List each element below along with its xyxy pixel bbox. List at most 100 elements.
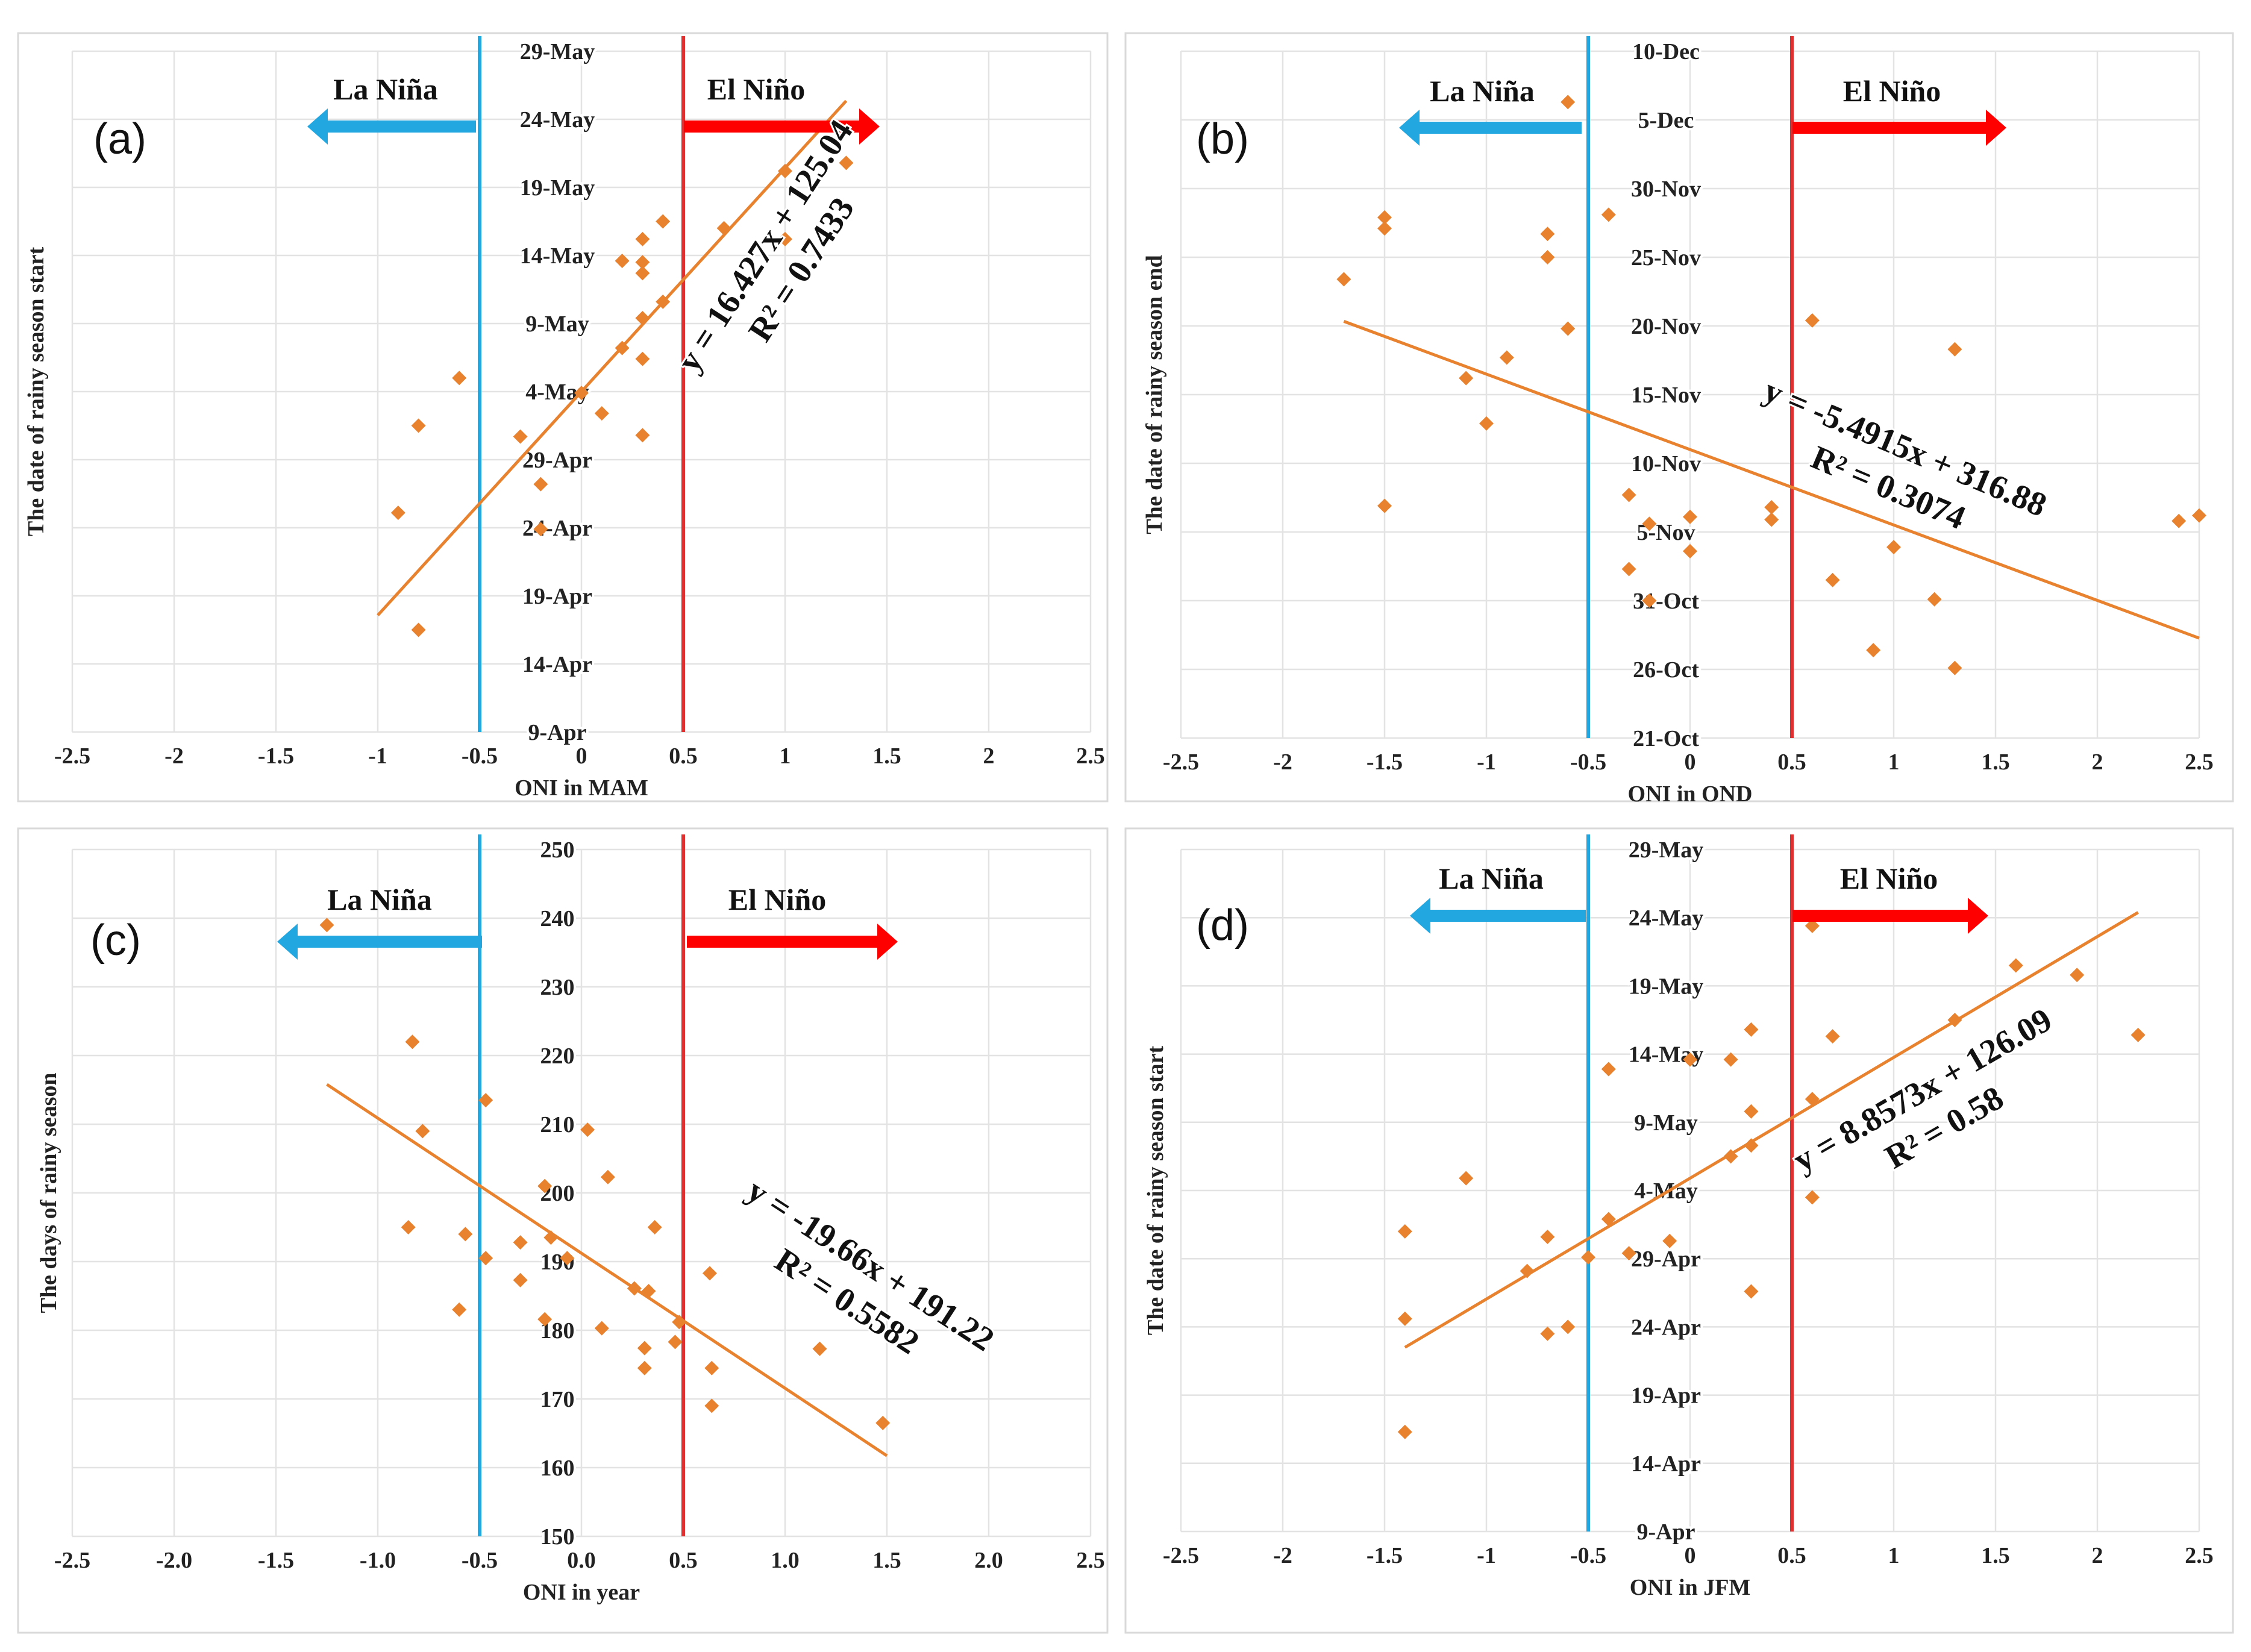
y-tick-label: 21-Oct	[1633, 726, 1699, 751]
data-point	[1723, 1149, 1738, 1164]
y-tick-label: 15-Nov	[1631, 383, 1701, 408]
x-tick-label: 1.5	[872, 1548, 901, 1573]
x-tick-label: 1	[1888, 749, 1900, 775]
data-point	[1947, 342, 1962, 357]
data-point	[1683, 509, 1697, 524]
data-point	[635, 231, 650, 246]
x-axis-title: ONI in MAM	[515, 775, 648, 801]
data-point	[1540, 250, 1555, 264]
data-point	[543, 1230, 559, 1245]
data-point	[1561, 321, 1576, 336]
data-point	[1397, 1311, 1412, 1326]
data-point	[1805, 918, 1820, 933]
y-tick-label: 24-Apr	[522, 516, 592, 541]
data-point	[1805, 1190, 1820, 1205]
data-point	[635, 310, 650, 325]
y-tick-label: 210	[540, 1112, 575, 1137]
x-tick-label: 0	[576, 743, 587, 769]
el-nino-label: El Niño	[707, 72, 806, 106]
x-tick-label: 2.5	[1076, 743, 1105, 769]
y-tick-label: 5-Dec	[1638, 108, 1694, 133]
data-point	[635, 266, 650, 281]
data-point	[1744, 1284, 1759, 1299]
y-tick-label: 220	[540, 1043, 575, 1069]
data-point	[411, 622, 426, 637]
y-tick-label: 24-May	[1629, 906, 1704, 931]
x-tick-label: -0.5	[1570, 749, 1606, 775]
el-nino-label: El Niño	[728, 883, 827, 916]
x-tick-label: 1.5	[872, 743, 901, 769]
data-point	[1561, 1319, 1576, 1334]
y-tick-label: 9-Apr	[1636, 1519, 1695, 1545]
y-tick-label: 19-Apr	[522, 584, 592, 609]
x-tick-label: 1	[780, 743, 791, 769]
el-nino-arrow	[1792, 110, 2006, 146]
x-tick-label: -2.5	[1163, 1543, 1199, 1568]
data-point	[615, 340, 630, 355]
y-tick-label: 10-Nov	[1631, 451, 1701, 477]
y-tick-label: 29-May	[1629, 837, 1704, 863]
x-tick-label: -1.5	[1367, 1543, 1403, 1568]
data-point	[458, 1227, 473, 1242]
data-point	[537, 1178, 553, 1194]
data-point	[635, 255, 650, 270]
y-tick-label: 9-Apr	[528, 720, 586, 745]
y-tick-label: 9-May	[1634, 1110, 1698, 1136]
y-tick-label: 14-May	[1629, 1042, 1704, 1068]
data-point	[594, 1321, 609, 1336]
la-nina-arrow	[1410, 898, 1586, 934]
x-tick-label: 1.5	[1981, 1543, 2010, 1568]
x-tick-label: -0.5	[462, 1548, 498, 1573]
data-point	[704, 1398, 719, 1413]
la-nina-label: La Niña	[1430, 74, 1535, 108]
data-point	[560, 1251, 575, 1266]
data-point	[1581, 1250, 1595, 1265]
data-point	[1723, 1052, 1738, 1067]
y-tick-label: 19-May	[520, 175, 595, 201]
x-tick-label: 2	[2092, 749, 2103, 775]
y-tick-label: 29-May	[520, 39, 595, 64]
data-point	[1764, 512, 1779, 527]
data-point	[1744, 1138, 1759, 1153]
data-point	[415, 1124, 430, 1139]
y-axis-title: The date of rainy season start	[1143, 1046, 1168, 1336]
data-point	[1520, 1263, 1535, 1278]
data-point	[668, 1334, 683, 1350]
data-point	[1540, 1229, 1555, 1244]
data-point	[405, 1034, 420, 1050]
data-point	[637, 1341, 652, 1356]
data-point	[1744, 1104, 1759, 1119]
y-tick-label: 9-May	[525, 311, 589, 337]
x-tick-label: 2	[983, 743, 995, 769]
data-point	[411, 418, 426, 433]
data-point	[812, 1341, 827, 1356]
y-tick-label: 24-Apr	[1631, 1315, 1701, 1340]
panel-frame	[17, 32, 1109, 803]
x-tick-label: 0.0	[567, 1548, 596, 1573]
la-nina-arrow	[1399, 110, 1582, 146]
panel-label: (a)	[93, 115, 146, 163]
y-tick-label: 14-May	[520, 243, 595, 269]
y-tick-label: 240	[540, 906, 575, 931]
data-point	[478, 1251, 493, 1266]
data-point	[1377, 498, 1392, 513]
data-point	[1683, 1052, 1697, 1067]
la-nina-label: La Niña	[333, 72, 438, 106]
x-tick-label: 0.5	[669, 743, 698, 769]
data-point	[1540, 227, 1555, 242]
x-tick-label: 2.5	[2185, 749, 2214, 775]
data-point	[1825, 572, 1840, 587]
data-point	[1764, 499, 1779, 515]
y-tick-label: 24-May	[520, 107, 595, 133]
data-point	[533, 522, 548, 537]
data-point	[1825, 1029, 1840, 1044]
x-tick-label: -1.5	[258, 743, 294, 769]
y-tick-label: 230	[540, 975, 575, 1000]
x-tick-label: 2.5	[2185, 1543, 2214, 1568]
x-tick-label: 0	[1685, 1543, 1696, 1568]
y-tick-label: 14-Apr	[1631, 1451, 1701, 1477]
panel-d: -2.5 -2 -1.5 -1 -0.5 0 0.5 1 1.5 2 2.5 9-Apr 14-Apr 1…	[1124, 827, 2234, 1634]
panel-frame	[1124, 32, 2234, 803]
x-tick-label: 2.5	[1076, 1548, 1105, 1573]
data-point	[702, 1266, 717, 1281]
